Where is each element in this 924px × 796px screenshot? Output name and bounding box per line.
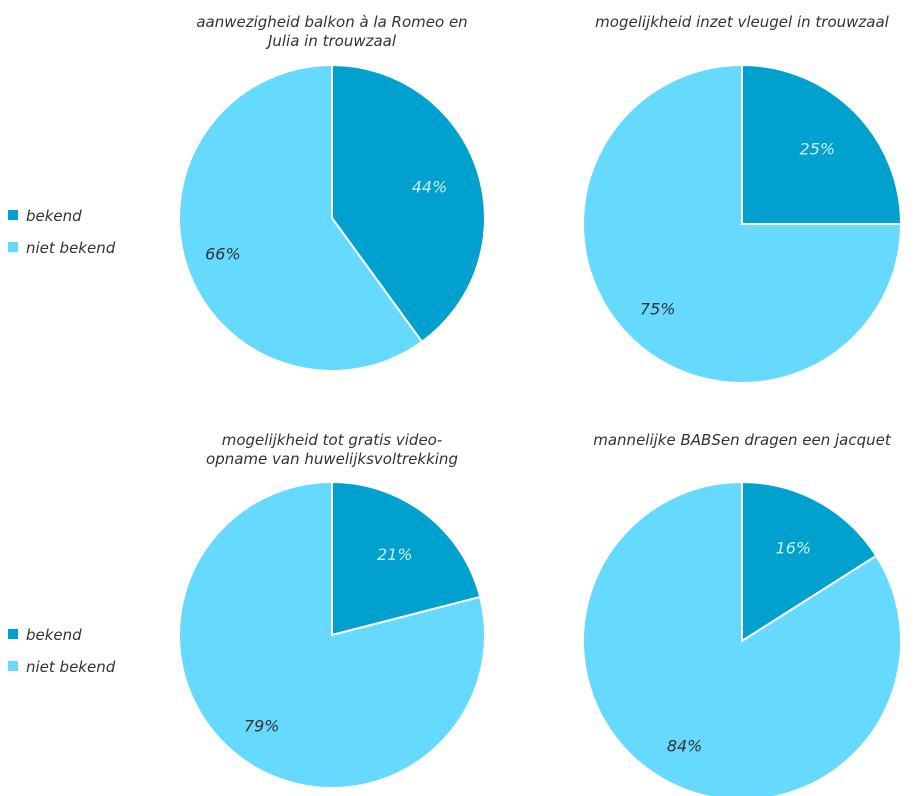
slice-label-bekend: 44% (412, 177, 448, 196)
pie-slice-bekend (331, 63, 486, 344)
chart-title-line: Julia in trouwzaal (265, 32, 397, 50)
chart-title-line: mannelijke BABSen dragen een jacquet (593, 431, 892, 449)
chart-title-line: aanwezigheid balkon à la Romeo en (196, 13, 467, 31)
chart-legend: bekend niet bekend (8, 207, 116, 257)
legend-label-niet-bekend: niet bekend (26, 658, 116, 676)
slice-label-niet-bekend: 66% (205, 245, 241, 264)
pie-chart-3: mogelijkheid tot gratis video-opname van… (8, 431, 486, 789)
pie-slice-bekend (741, 63, 903, 225)
slice-label-niet-bekend: 79% (244, 717, 280, 736)
legend-label-bekend: bekend (26, 207, 82, 225)
chart-title-line: mogelijkheid inzet vleugel in trouwzaal (595, 13, 890, 31)
pie-slice-niet-bekend (178, 63, 424, 372)
pie-slice-bekend (331, 480, 482, 637)
slice-label-bekend: 16% (776, 539, 812, 558)
pie-slice-niet-bekend (582, 63, 903, 384)
pie-slice-bekend (741, 480, 878, 643)
slice-label-niet-bekend: 75% (640, 299, 676, 318)
legend-swatch-bekend (8, 629, 18, 639)
pie-slice-niet-bekend (178, 480, 486, 789)
chart-title-line: opname van huwelijksvoltrekking (206, 450, 458, 468)
slice-label-niet-bekend: 84% (667, 737, 703, 756)
legend-label-bekend: bekend (26, 626, 82, 644)
pie-chart-4: mannelijke BABSen dragen een jacquet 16% 8… (582, 431, 902, 796)
legend-swatch-niet-bekend (8, 661, 18, 671)
chart-legend: bekend niet bekend (8, 626, 116, 676)
slice-label-bekend: 21% (377, 545, 413, 564)
legend-swatch-bekend (8, 210, 18, 220)
legend-swatch-niet-bekend (8, 242, 18, 252)
legend-label-niet-bekend: niet bekend (26, 239, 116, 257)
slice-label-bekend: 25% (800, 140, 836, 159)
pie-slice-niet-bekend (582, 480, 902, 796)
pie-chart-2: mogelijkheid inzet vleugel in trouwzaal 2… (582, 13, 903, 384)
chart-title-line: mogelijkheid tot gratis video- (222, 431, 443, 449)
